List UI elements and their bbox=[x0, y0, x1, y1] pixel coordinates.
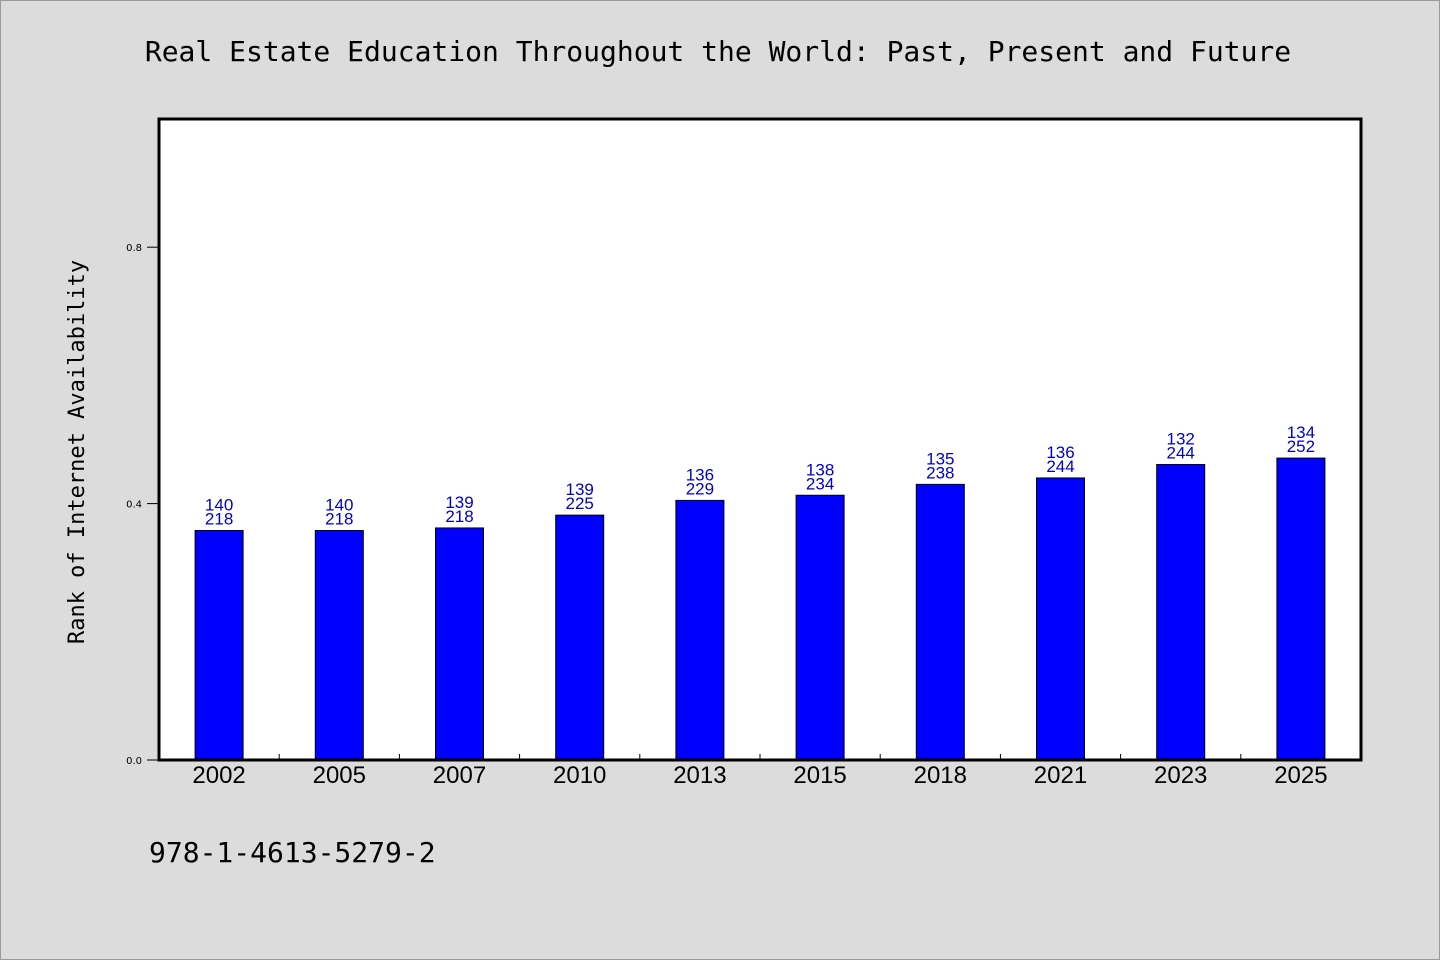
bar-2018 bbox=[915, 483, 965, 761]
data-label-top: 132 bbox=[1167, 429, 1195, 448]
y-axis-label: Rank of Internet Availability bbox=[65, 260, 90, 644]
bar-2005 bbox=[314, 530, 364, 761]
bar-2025 bbox=[1276, 457, 1326, 761]
bar-2021 bbox=[1036, 477, 1085, 761]
data-label-top: 139 bbox=[566, 480, 594, 499]
x-tick-label: 2007 bbox=[433, 762, 486, 789]
bar-2023 bbox=[1156, 463, 1206, 761]
data-label-top: 140 bbox=[205, 496, 233, 515]
y-tick-label: 0.4 bbox=[126, 500, 142, 511]
data-label-bottom: 252 bbox=[1287, 437, 1315, 456]
data-label-bottom: 244 bbox=[1167, 443, 1195, 462]
data-label-bottom: 218 bbox=[445, 507, 473, 526]
chart-title: Real Estate Education Throughout the Wor… bbox=[145, 35, 1291, 68]
data-label-top: 134 bbox=[1287, 423, 1315, 442]
bar-2002 bbox=[194, 530, 244, 761]
data-label-top: 140 bbox=[325, 496, 353, 515]
data-labels: 1402181402181392181392251362291382341352… bbox=[205, 423, 1315, 528]
bar-2007 bbox=[435, 527, 484, 761]
y-axis-ticks: 0.0 0.4 0.8 bbox=[126, 243, 159, 767]
data-label-top: 139 bbox=[445, 493, 473, 512]
x-tick-label: 2015 bbox=[793, 762, 846, 789]
x-tick-label: 2025 bbox=[1274, 762, 1327, 789]
x-tick-label: 2021 bbox=[1034, 762, 1087, 789]
data-label-bottom: 238 bbox=[926, 463, 954, 482]
bar-2010 bbox=[555, 514, 605, 761]
data-label-bottom: 218 bbox=[205, 510, 233, 529]
x-axis-ticks: 2002 2005 2007 2010 2013 2015 2018 2021 2023 2025 bbox=[192, 754, 1328, 789]
data-label-top: 136 bbox=[686, 465, 714, 484]
data-label-bottom: 234 bbox=[806, 474, 834, 493]
isbn-text: 978-1-4613-5279-2 bbox=[149, 836, 436, 869]
x-tick-label: 2005 bbox=[313, 762, 366, 789]
data-label-bottom: 225 bbox=[566, 494, 594, 513]
x-tick-label: 2010 bbox=[553, 762, 606, 789]
data-label-bottom: 229 bbox=[686, 479, 714, 498]
data-label-top: 138 bbox=[806, 460, 834, 479]
x-tick-label: 2018 bbox=[914, 762, 967, 789]
x-tick-label: 2002 bbox=[192, 762, 245, 789]
y-tick-label: 0.0 bbox=[126, 756, 142, 767]
bar-2015 bbox=[795, 494, 845, 761]
data-label-top: 135 bbox=[926, 449, 954, 468]
data-label-bottom: 244 bbox=[1046, 457, 1074, 476]
x-tick-label: 2023 bbox=[1154, 762, 1207, 789]
y-tick-label: 0.8 bbox=[126, 243, 142, 254]
data-label-bottom: 218 bbox=[325, 510, 353, 529]
plot-border bbox=[157, 117, 1363, 762]
bar-2013 bbox=[675, 499, 725, 761]
data-label-top: 136 bbox=[1046, 443, 1074, 462]
bars bbox=[194, 457, 1326, 761]
x-tick-label: 2013 bbox=[673, 762, 726, 789]
